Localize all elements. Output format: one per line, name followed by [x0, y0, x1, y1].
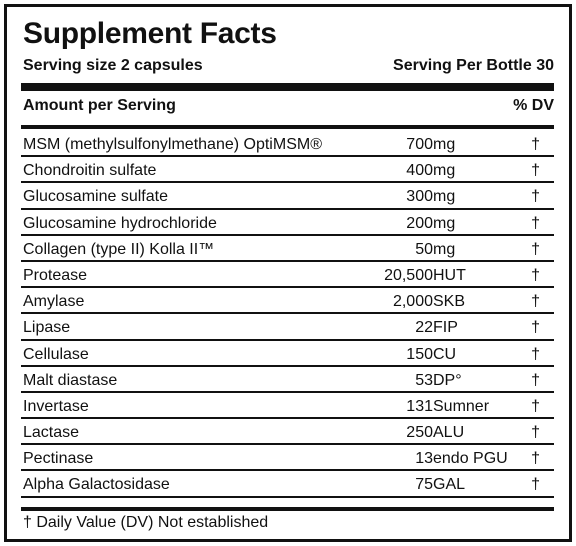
daily-value-mark: †: [531, 214, 540, 232]
ingredient-name: Amylase: [23, 293, 85, 311]
table-row: Invertase 131 Sumner †: [21, 393, 554, 420]
ingredient-amount: 75: [415, 476, 433, 494]
panel-title: Supplement Facts: [23, 17, 277, 50]
ingredient-amount: 20,500: [384, 266, 433, 284]
ingredient-unit: mg: [433, 162, 456, 180]
ingredient-amount: 131: [406, 397, 433, 415]
ingredient-name: Pectinase: [23, 450, 94, 468]
table-row: Lactase 250 ALU †: [21, 419, 554, 446]
ingredient-unit: DP°: [433, 371, 462, 389]
daily-value-mark: †: [531, 162, 540, 180]
table-row: Glucosamine sulfate 300 mg †: [21, 183, 554, 210]
ingredient-unit: mg: [433, 136, 456, 153]
table-row: Glucosamine hydrochloride 200 mg †: [21, 210, 554, 236]
ingredient-unit: ALU: [433, 424, 465, 442]
table-row: Amylase 2,000 SKB †: [21, 288, 554, 315]
table-row: Protease 20,500 HUT †: [21, 262, 554, 289]
ingredient-name: Lactase: [23, 424, 80, 442]
table-row: Collagen (type II) Kolla II™ 50 mg †: [21, 236, 554, 262]
ingredient-amount: 150: [406, 345, 433, 363]
ingredient-name: Collagen (type II) Kolla II™: [23, 240, 215, 258]
ingredient-unit: FIP: [433, 319, 458, 337]
ingredient-unit: CU: [433, 345, 457, 363]
nutrient-table: MSM (methylsulfonylmethane) OptiMSM® 700…: [21, 131, 554, 498]
ingredient-name: Cellulase: [23, 345, 89, 363]
table-row: Cellulase 150 CU †: [21, 341, 554, 367]
daily-value-mark: †: [531, 450, 540, 468]
daily-value-mark: †: [531, 188, 540, 206]
medium-divider: [21, 125, 554, 129]
thick-divider: [21, 83, 554, 91]
daily-value-mark: †: [531, 319, 540, 337]
ingredient-name: Protease: [23, 266, 88, 284]
bottom-divider: [21, 507, 554, 511]
footnote: † Daily Value (DV) Not established: [23, 514, 269, 531]
ingredient-amount: 700: [406, 136, 433, 153]
table-row: MSM (methylsulfonylmethane) OptiMSM® 700…: [21, 131, 554, 158]
daily-value-header: % DV: [513, 97, 554, 114]
serving-size: Serving size 2 capsules: [23, 57, 203, 74]
table-row: Chondroitin sulfate 400 mg †: [21, 157, 554, 184]
serving-info: Serving size 2 capsules Serving Per Bott…: [23, 57, 554, 75]
ingredient-amount: 200: [406, 214, 433, 232]
ingredient-unit: mg: [433, 188, 456, 206]
supplement-facts-panel: Supplement Facts Serving size 2 capsules…: [4, 4, 572, 542]
ingredient-amount: 250: [406, 424, 433, 442]
table-row: Alpha Galactosidase 75 GAL †: [21, 471, 554, 498]
ingredient-unit: HUT: [433, 266, 466, 284]
ingredient-amount: 400: [406, 162, 433, 180]
daily-value-mark: †: [531, 476, 540, 494]
ingredient-amount: 300: [406, 188, 433, 206]
ingredient-unit: GAL: [433, 476, 466, 494]
table-row: Pectinase 13 endo PGU †: [21, 445, 554, 472]
amount-header: Amount per Serving % DV: [23, 97, 554, 115]
servings-per-bottle: Serving Per Bottle 30: [393, 57, 554, 74]
ingredient-name: MSM (methylsulfonylmethane) OptiMSM®: [23, 136, 322, 153]
ingredient-amount: 2,000: [392, 293, 433, 311]
amount-per-serving-label: Amount per Serving: [23, 97, 176, 114]
ingredient-unit: mg: [433, 240, 456, 258]
daily-value-mark: †: [531, 424, 540, 442]
ingredient-unit: mg: [433, 214, 456, 232]
ingredient-name: Glucosamine sulfate: [23, 188, 168, 206]
daily-value-mark: †: [531, 371, 540, 389]
ingredient-name: Lipase: [23, 319, 71, 337]
ingredient-amount: 22: [415, 319, 433, 337]
ingredient-amount: 50: [415, 240, 433, 258]
ingredient-name: Alpha Galactosidase: [23, 476, 170, 494]
table-row: Lipase 22 FIP †: [21, 314, 554, 341]
daily-value-mark: †: [531, 266, 540, 284]
daily-value-mark: †: [531, 293, 540, 311]
ingredient-name: Invertase: [23, 397, 89, 415]
daily-value-mark: †: [531, 136, 540, 153]
daily-value-mark: †: [531, 397, 540, 415]
table-row: Malt diastase 53 DP° †: [21, 367, 554, 393]
ingredient-unit: SKB: [433, 293, 466, 311]
ingredient-amount: 13: [415, 450, 433, 468]
ingredient-name: Glucosamine hydrochloride: [23, 214, 217, 232]
ingredient-name: Malt diastase: [23, 371, 118, 389]
daily-value-mark: †: [531, 240, 540, 258]
ingredient-name: Chondroitin sulfate: [23, 162, 157, 180]
ingredient-unit: endo PGU: [433, 450, 508, 468]
ingredient-unit: Sumner: [433, 397, 490, 415]
ingredient-amount: 53: [415, 371, 433, 389]
daily-value-mark: †: [531, 345, 540, 363]
